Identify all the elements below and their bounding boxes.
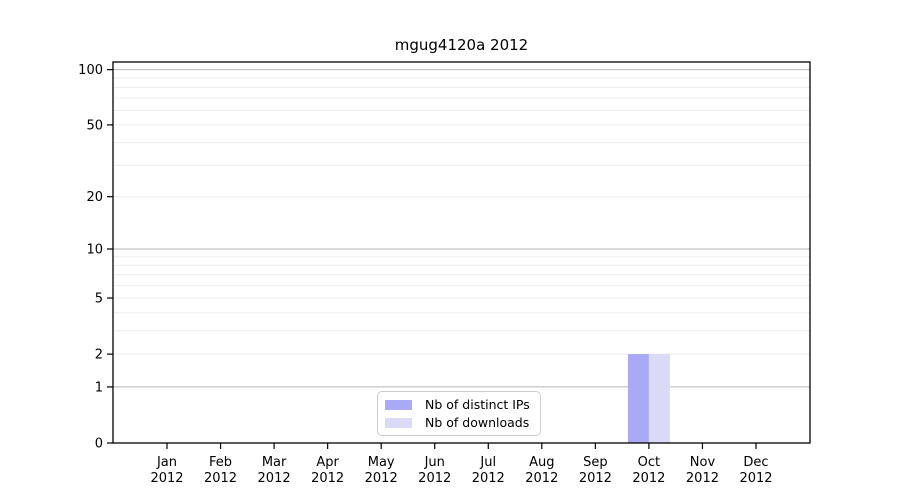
x-tick-year-label: 2012 bbox=[204, 471, 237, 486]
x-tick-year-label: 2012 bbox=[579, 471, 612, 486]
x-tick-year-label: 2012 bbox=[525, 471, 558, 486]
y-tick-label: 2 bbox=[95, 348, 103, 363]
x-tick-year-label: 2012 bbox=[365, 471, 398, 486]
x-tick-month-label: Mar bbox=[262, 455, 287, 470]
x-tick-month-label: May bbox=[368, 455, 395, 470]
x-tick-year-label: 2012 bbox=[311, 471, 344, 486]
x-tick-year-label: 2012 bbox=[150, 471, 183, 486]
x-tick-month-label: Apr bbox=[316, 455, 339, 470]
bar-nb-of-distinct-ips-oct-2012 bbox=[627, 354, 649, 443]
bar-nb-of-downloads-oct-2012 bbox=[648, 354, 670, 443]
legend-item-distinct-ips: Nb of distinct IPs bbox=[378, 397, 540, 412]
x-tick-month-label: Nov bbox=[690, 455, 716, 470]
legend-swatch-downloads bbox=[385, 417, 412, 428]
x-tick-month-label: Aug bbox=[529, 455, 554, 470]
x-tick-month-label: Jan bbox=[156, 455, 177, 470]
y-tick-label: 1 bbox=[95, 380, 103, 395]
x-tick-year-label: 2012 bbox=[739, 471, 772, 486]
y-tick-label: 100 bbox=[78, 63, 103, 78]
x-tick-year-label: 2012 bbox=[258, 471, 291, 486]
x-tick-year-label: 2012 bbox=[418, 471, 451, 486]
chart-legend: Nb of distinct IPs Nb of downloads bbox=[377, 391, 541, 436]
legend-item-downloads: Nb of downloads bbox=[378, 415, 540, 430]
x-tick-month-label: Oct bbox=[638, 455, 660, 470]
x-tick-month-label: Feb bbox=[209, 455, 232, 470]
x-tick-month-label: Sep bbox=[583, 455, 608, 470]
y-tick-label: 0 bbox=[95, 437, 103, 452]
y-tick-label: 20 bbox=[86, 190, 103, 205]
x-tick-month-label: Jun bbox=[424, 455, 445, 470]
x-tick-year-label: 2012 bbox=[472, 471, 505, 486]
y-tick-label: 5 bbox=[95, 292, 103, 307]
y-tick-label: 10 bbox=[86, 243, 103, 258]
x-tick-year-label: 2012 bbox=[632, 471, 665, 486]
x-tick-month-label: Dec bbox=[743, 455, 768, 470]
plot-frame bbox=[112, 61, 811, 444]
chart-title: mgug4120a 2012 bbox=[394, 36, 529, 54]
x-tick-year-label: 2012 bbox=[686, 471, 719, 486]
x-tick-month-label: Jul bbox=[479, 455, 496, 470]
y-tick-label: 50 bbox=[86, 118, 103, 133]
legend-label-downloads: Nb of downloads bbox=[425, 415, 530, 430]
legend-swatch-distinct-ips bbox=[385, 399, 412, 410]
legend-label-distinct-ips: Nb of distinct IPs bbox=[425, 397, 530, 412]
